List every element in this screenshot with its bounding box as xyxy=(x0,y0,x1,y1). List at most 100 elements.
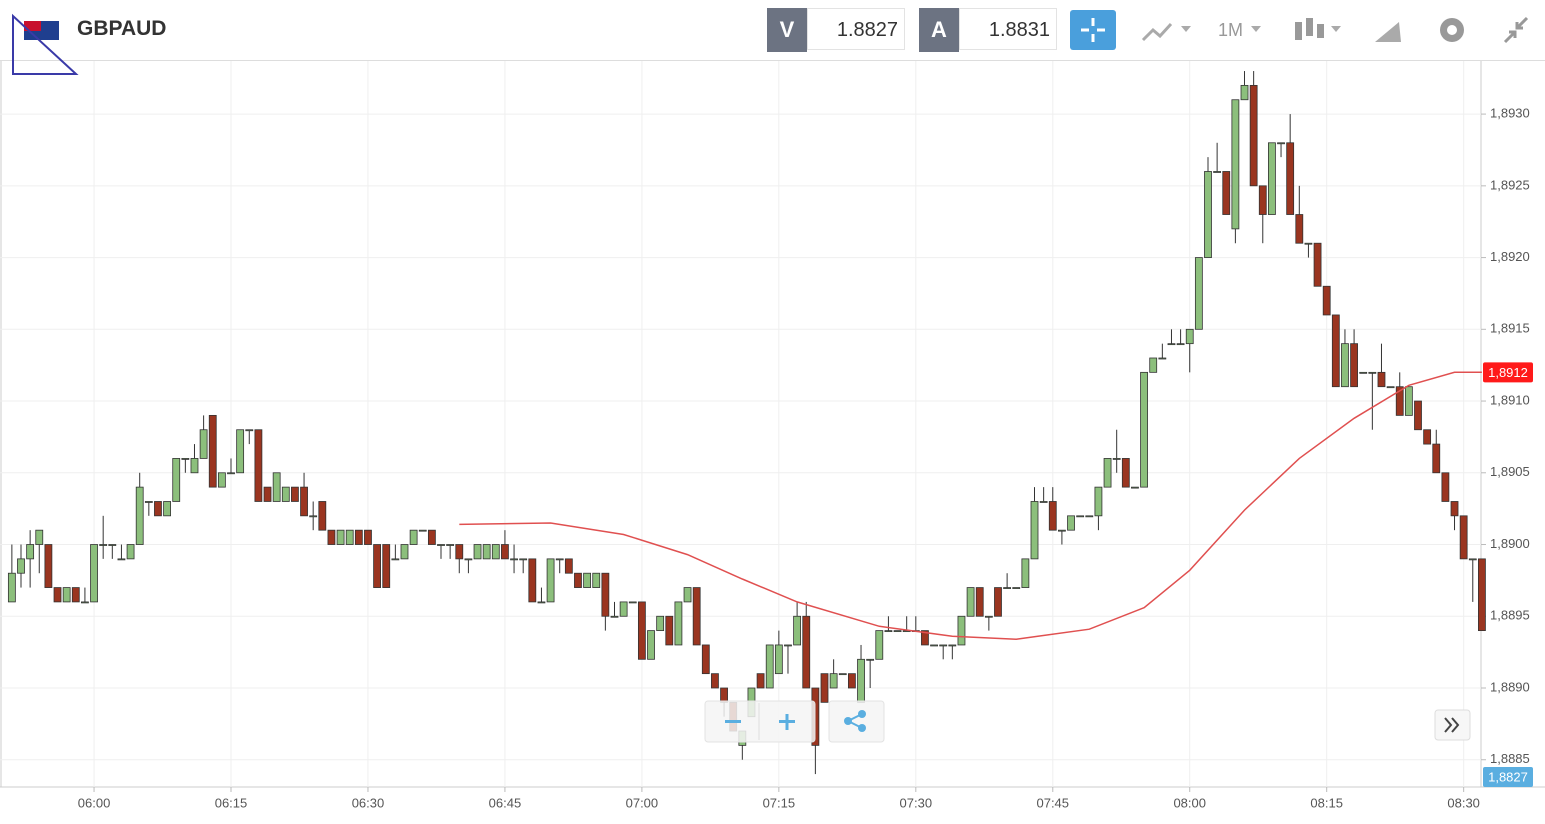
candle-body xyxy=(1404,386,1413,416)
candle-body xyxy=(637,601,646,660)
candle-body xyxy=(126,544,135,560)
candle-body xyxy=(446,544,455,546)
zoom-out[interactable] xyxy=(725,720,741,723)
candle-body xyxy=(838,673,847,676)
candle-body xyxy=(108,544,117,546)
candle-body xyxy=(1322,285,1331,316)
candles-button[interactable] xyxy=(1295,22,1302,40)
candle-body xyxy=(1158,357,1167,360)
candle-body xyxy=(555,558,564,561)
candle-body xyxy=(802,615,811,689)
candle-body xyxy=(957,615,966,646)
candle-body xyxy=(1112,458,1121,460)
flag xyxy=(24,21,41,31)
crosshair-button[interactable] xyxy=(1070,10,1116,50)
candle-body xyxy=(1048,501,1057,531)
candle-body xyxy=(1194,257,1203,330)
candle-body xyxy=(217,472,226,488)
candle-body xyxy=(99,544,108,546)
candle-body xyxy=(482,544,491,560)
price-tag-label: 1,8912 xyxy=(1488,365,1528,380)
y-tick-label: 1,8910 xyxy=(1490,392,1530,407)
candle-body xyxy=(546,558,555,603)
candle-body xyxy=(1176,343,1185,346)
y-tick-label: 1,8915 xyxy=(1490,321,1530,336)
candle-body xyxy=(583,572,592,588)
candle-body xyxy=(592,572,601,588)
candle-body xyxy=(199,429,208,459)
collapse-button[interactable] xyxy=(1503,16,1529,44)
candle-body xyxy=(1386,386,1395,389)
candle-body xyxy=(272,472,281,502)
marker xyxy=(12,13,79,75)
candle-body xyxy=(1350,343,1358,388)
sell-price[interactable]: 1.8827 xyxy=(807,8,905,50)
x-tick-label: 06:15 xyxy=(215,795,248,810)
chart-type-button[interactable] xyxy=(1141,22,1173,42)
scroll-icon xyxy=(1444,717,1460,733)
share-box[interactable] xyxy=(828,700,885,743)
candle-body xyxy=(1149,357,1158,373)
buy-tag[interactable]: A xyxy=(919,8,959,52)
candle-body xyxy=(1478,558,1486,632)
x-tick-label: 07:45 xyxy=(1036,795,1069,810)
candle-body xyxy=(1094,486,1103,517)
candle-body xyxy=(1085,515,1094,518)
candle-body xyxy=(81,601,89,604)
scroll-end[interactable] xyxy=(1434,709,1471,741)
candle-body xyxy=(418,529,427,532)
candle-body xyxy=(683,587,692,603)
candle-body xyxy=(893,630,902,633)
x-tick-label: 08:30 xyxy=(1447,795,1480,810)
zoom-controls xyxy=(704,700,1471,743)
candle-body xyxy=(793,615,802,646)
candle-body xyxy=(1268,142,1276,215)
candle-body xyxy=(1277,142,1285,145)
candle-body xyxy=(1131,486,1139,489)
candle-body xyxy=(1030,501,1039,560)
draw-button[interactable] xyxy=(1375,22,1401,42)
candle-body xyxy=(464,558,473,561)
price-tag xyxy=(1483,362,1533,383)
candle-body xyxy=(1441,472,1450,502)
candle-body xyxy=(984,615,993,618)
candle-body xyxy=(647,630,655,660)
candle-body xyxy=(190,458,199,474)
candle-body xyxy=(163,501,171,517)
candle-body xyxy=(427,529,436,545)
sell-tag[interactable]: V xyxy=(767,8,807,52)
candle-body xyxy=(71,587,80,603)
share-icon xyxy=(847,713,863,729)
candle-body xyxy=(930,644,938,647)
buy-price[interactable]: 1.8831 xyxy=(959,8,1057,50)
candle-body xyxy=(7,572,16,603)
candle-body xyxy=(1003,587,1012,589)
y-tick-label: 1,8895 xyxy=(1490,608,1530,623)
candle-body xyxy=(309,515,318,518)
y-tick-label: 1,8925 xyxy=(1490,177,1530,192)
symbol: GBPAUD xyxy=(77,17,167,40)
timeframe[interactable]: 1M xyxy=(1218,20,1244,40)
candle-body xyxy=(336,529,345,545)
candle-body xyxy=(172,458,181,502)
y-tick-label: 1,8930 xyxy=(1490,106,1530,121)
candle-body xyxy=(409,529,418,545)
y-tick-label: 1,8905 xyxy=(1490,464,1530,479)
candle-body xyxy=(327,529,336,545)
candle-body xyxy=(1341,343,1349,388)
candle-body xyxy=(400,544,409,560)
candle-body xyxy=(1368,371,1377,374)
last-price-label: 1,8827 xyxy=(1488,769,1528,784)
candles-button xyxy=(1306,18,1313,36)
candle-body xyxy=(537,601,546,604)
settings-icon xyxy=(1447,25,1457,35)
candle-body xyxy=(35,529,44,545)
candle-body xyxy=(1432,443,1441,474)
candle-body xyxy=(1249,84,1258,187)
candle-body xyxy=(1204,171,1212,258)
candle-body xyxy=(884,630,893,633)
symbol-icon xyxy=(12,13,79,75)
candle-body xyxy=(373,544,381,588)
candle-body xyxy=(227,472,235,475)
